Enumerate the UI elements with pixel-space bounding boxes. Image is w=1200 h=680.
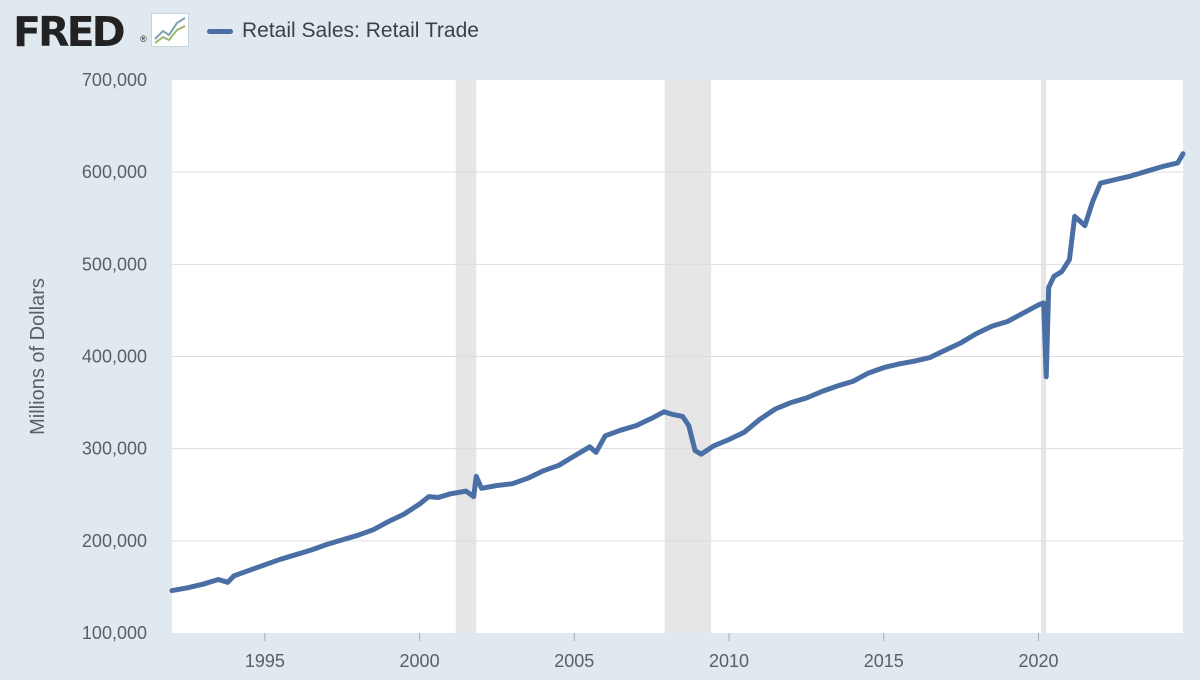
registered-mark: ® [140, 34, 147, 44]
x-tick-label: 2005 [554, 651, 594, 671]
y-tick-label: 300,000 [82, 439, 147, 459]
y-tick-label: 600,000 [82, 162, 147, 182]
y-tick-label: 200,000 [82, 531, 147, 551]
series-line [169, 151, 1186, 594]
x-tick-label: 2000 [400, 651, 440, 671]
y-axis-label: Millions of Dollars [27, 278, 49, 435]
x-tick-label: 2020 [1018, 651, 1058, 671]
x-tick-label: 1995 [245, 651, 285, 671]
legend-swatch [207, 29, 233, 34]
y-tick-label: 100,000 [82, 623, 147, 643]
line-graph-icon [151, 13, 189, 47]
fred-logo[interactable]: FRED [13, 8, 126, 56]
x-tick-label: 2015 [864, 651, 904, 671]
y-tick-label: 700,000 [82, 70, 147, 90]
chart-header: FRED ® Retail Sales: Retail Trade [0, 0, 1200, 64]
x-tick-label: 2010 [709, 651, 749, 671]
legend-series-label[interactable]: Retail Sales: Retail Trade [242, 19, 479, 42]
y-tick-label: 500,000 [82, 254, 147, 274]
y-tick-label: 400,000 [82, 347, 147, 367]
